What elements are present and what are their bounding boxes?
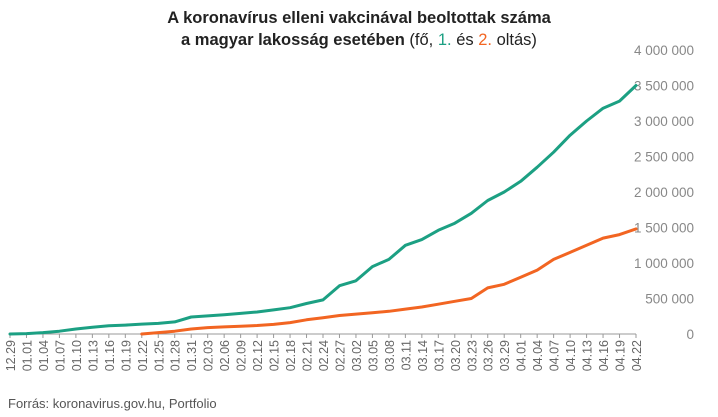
x-tick-label: 04.01 [515, 340, 529, 371]
x-tick-label: 02.09 [235, 340, 249, 371]
subtitle-prefix: (fő, [404, 31, 438, 49]
chart-title: A koronavírus elleni vakcinával beoltott… [167, 9, 551, 27]
x-tick-label: 03.14 [416, 340, 430, 371]
dose2-label: 2. [478, 31, 492, 49]
x-tick-label: 01.31 [185, 340, 199, 371]
y-tick-label: 3 500 000 [634, 79, 694, 94]
y-tick-label: 1 500 000 [634, 221, 694, 236]
source-note: Forrás: koronavirus.gov.hu, Portfolio [8, 396, 217, 411]
x-tick-label: 01.10 [70, 340, 84, 371]
x-tick-label: 03.17 [432, 340, 446, 371]
y-tick-label: 0 [686, 327, 694, 342]
x-tick-label: 02.15 [268, 340, 282, 371]
x-tick-label: 04.22 [630, 340, 644, 371]
x-tick-label: 04.13 [581, 340, 595, 371]
x-tick-label: 01.22 [136, 340, 150, 371]
y-tick-label: 2 500 000 [634, 150, 694, 165]
x-tick-label: 03.11 [399, 340, 413, 370]
y-tick-label: 500 000 [645, 292, 694, 307]
x-tick-label: 03.02 [350, 340, 364, 371]
x-tick-label: 01.07 [53, 340, 67, 371]
y-tick-label: 1 000 000 [634, 256, 694, 271]
y-tick-label: 3 000 000 [634, 114, 694, 129]
x-tick-label: 12.29 [4, 340, 18, 371]
x-tick-label: 04.19 [614, 340, 628, 371]
x-tick-label: 03.08 [383, 340, 397, 371]
x-tick-label: 03.26 [482, 340, 496, 371]
x-tick-label: 01.13 [86, 340, 100, 371]
x-tick-label: 03.20 [449, 340, 463, 371]
x-tick-label: 01.04 [37, 340, 51, 371]
x-tick-label: 04.10 [564, 340, 578, 371]
y-tick-label: 4 000 000 [634, 43, 694, 58]
x-tick-label: 02.18 [284, 340, 298, 371]
x-tick-label: 01.01 [20, 340, 34, 371]
y-tick-label: 2 000 000 [634, 185, 694, 200]
x-tick-label: 01.28 [169, 340, 183, 371]
chart-subtitle: a magyar lakosság esetében (fő, 1. és 2.… [0, 29, 718, 51]
x-tick-label: 02.24 [317, 340, 331, 371]
x-tick-label: 03.05 [366, 340, 380, 371]
series-line-dose-2 [140, 227, 638, 336]
x-tick-label: 01.19 [119, 340, 133, 371]
x-tick-label: 02.27 [333, 340, 347, 371]
subtitle-suffix: oltás) [492, 31, 537, 49]
x-tick-label: 03.29 [498, 340, 512, 371]
x-tick-label: 01.16 [103, 340, 117, 371]
x-tick-label: 04.16 [597, 340, 611, 371]
subtitle-bold: a magyar lakosság esetében [181, 31, 405, 49]
series-line-dose-1 [8, 84, 638, 336]
x-tick-label: 04.04 [531, 340, 545, 371]
x-tick-label: 02.03 [202, 340, 216, 371]
x-tick-label: 04.07 [548, 340, 562, 371]
dose1-label: 1. [437, 31, 452, 49]
x-tick-label: 02.12 [251, 340, 265, 371]
x-tick-label: 02.06 [218, 340, 232, 371]
x-tick-label: 01.25 [152, 340, 166, 371]
x-tick-label: 02.21 [301, 340, 315, 371]
x-tick-label: 03.23 [465, 340, 479, 371]
subtitle-mid: és [451, 31, 479, 49]
